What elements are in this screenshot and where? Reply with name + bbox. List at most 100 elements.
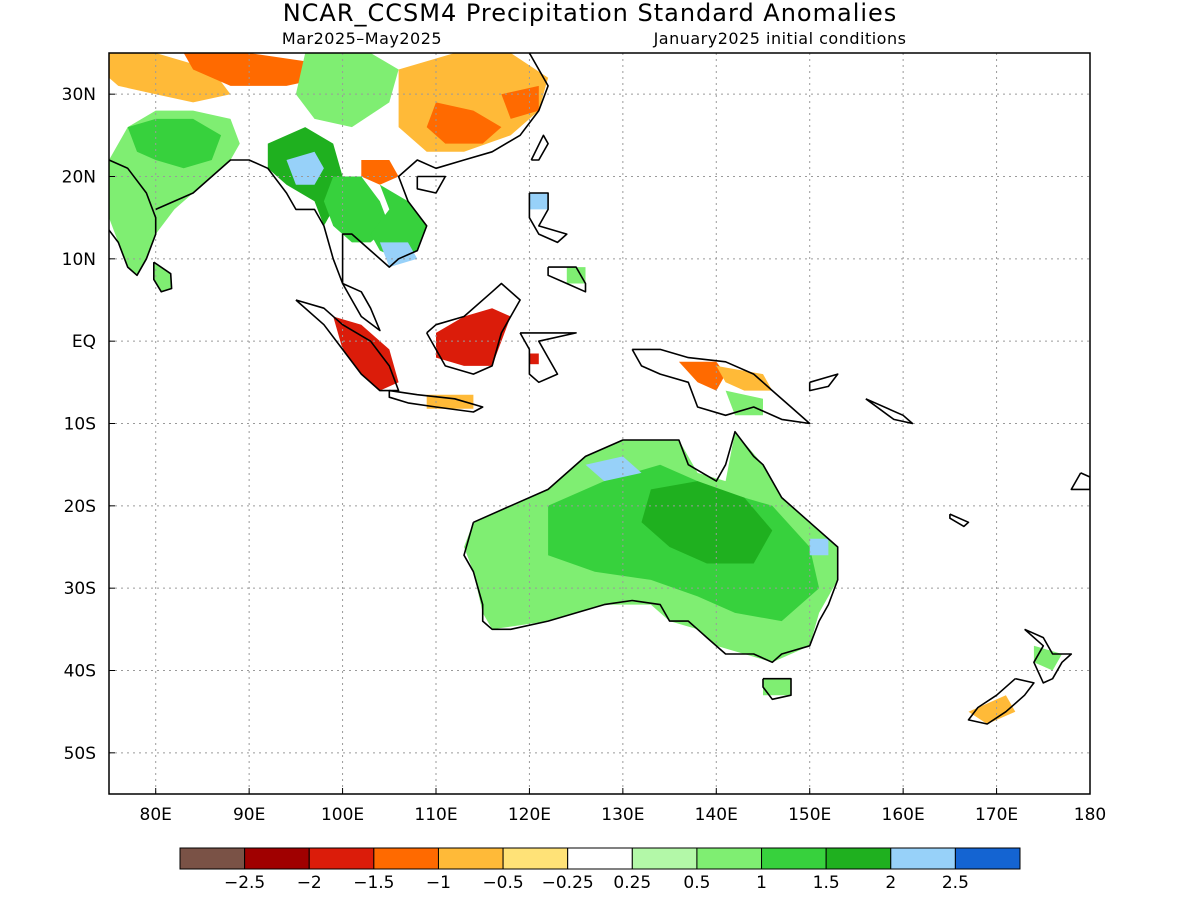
legend-label: −0.25 — [542, 873, 594, 893]
coastline — [631, 348, 811, 425]
anomaly-region-luzon — [529, 193, 549, 210]
lat-tick-label: 20N — [62, 168, 96, 188]
coastline — [808, 373, 839, 392]
legend-swatch — [179, 847, 246, 870]
anomaly-region-vietnam-cambodia — [370, 184, 427, 259]
anomaly-region-sulawesi — [529, 353, 539, 365]
map-title: NCAR_CCSM4 Precipitation Standard Anomal… — [283, 0, 898, 27]
lon-tick-label: 110E — [414, 805, 457, 825]
legend-label: 0.25 — [613, 873, 651, 893]
legend-swatch — [631, 847, 698, 870]
lat-tick-label: 20S — [64, 497, 96, 517]
coastline-layer — [109, 53, 1090, 725]
coastline — [967, 677, 1035, 725]
anomaly-region-new-guinea-east — [716, 365, 773, 391]
legend-label: 2 — [885, 873, 896, 893]
anomaly-region-borneo — [436, 308, 511, 366]
lon-tick-label: 150E — [788, 805, 831, 825]
lon-tick-label: 80E — [140, 805, 172, 825]
legend-label: 0.5 — [683, 873, 710, 893]
coastline — [762, 677, 792, 701]
anomaly-region-mekong-delta — [379, 242, 418, 268]
legend-swatch — [567, 847, 633, 870]
coastline — [426, 282, 521, 375]
anomaly-region-queensland-east — [809, 538, 829, 556]
coastline — [1024, 628, 1073, 684]
anomaly-region-papua-south — [725, 390, 763, 416]
legend-swatch — [954, 847, 1021, 870]
coastline — [949, 513, 970, 528]
map-background — [109, 53, 1090, 794]
coastline — [519, 332, 577, 384]
anomaly-region-top-end — [585, 456, 642, 482]
legend-swatch — [696, 847, 763, 870]
legend-swatch — [437, 847, 504, 870]
legend-swatch — [761, 847, 827, 870]
lon-tick-label: 100E — [321, 805, 364, 825]
legend-label: −1 — [426, 873, 451, 893]
anomaly-region-tibet — [183, 53, 324, 86]
anomaly-region-java — [426, 394, 474, 409]
lon-tick-label: 170E — [975, 805, 1018, 825]
anomaly-region-mindanao — [566, 267, 586, 284]
anomaly-shading-layer — [109, 53, 1062, 724]
lat-tick-label: 10N — [62, 250, 96, 270]
graticule-layer — [109, 53, 1090, 794]
coastline — [1070, 472, 1090, 491]
anomaly-region-new-guinea — [678, 361, 726, 391]
legend-swatch — [308, 847, 375, 870]
coastline — [865, 398, 914, 425]
lon-tick-label: 140E — [695, 805, 738, 825]
lat-tick-label: 10S — [64, 415, 96, 435]
legend-label: −2.5 — [224, 873, 265, 893]
anomaly-region-tasmania — [763, 678, 791, 696]
lat-tick-label: 50S — [64, 744, 96, 764]
legend-swatch — [890, 847, 956, 870]
axis-ticks-layer: 80E 90E 100E 110E 120E 130E 140E 150E 160E 170E 18… — [62, 85, 1107, 825]
lon-tick-label: 120E — [508, 805, 551, 825]
legend-label: −1.5 — [353, 873, 394, 893]
anomaly-region-new-zealand-north — [1033, 645, 1062, 671]
anomaly-region-india-wet-core — [127, 118, 222, 169]
map-subtitle-period: Mar2025–May2025 — [282, 29, 442, 48]
anomaly-region-sri-lanka — [153, 262, 172, 292]
anomaly-region-northeast-indochina — [361, 160, 399, 185]
map-subtitle-initial-conditions: January2025 initial conditions — [653, 29, 907, 48]
lon-tick-label: 180 — [1074, 805, 1106, 825]
anomaly-region-northern-india-himalaya — [109, 53, 231, 103]
lon-tick-label: 160E — [882, 805, 925, 825]
legend-label: 1 — [756, 873, 767, 893]
coastline — [295, 299, 400, 392]
lon-tick-label: 130E — [601, 805, 644, 825]
coastline — [155, 53, 549, 332]
legend-swatch — [825, 847, 892, 870]
coastline — [530, 134, 549, 161]
coastline — [463, 430, 839, 664]
coastline — [416, 175, 447, 194]
coastline — [153, 261, 173, 293]
coastline — [388, 389, 484, 413]
legend-label: 1.5 — [813, 873, 840, 893]
coastline — [109, 159, 157, 277]
legend-label: −2 — [297, 873, 322, 893]
anomaly-region-southwest-china — [295, 53, 399, 128]
anomaly-region-thailand — [323, 176, 390, 243]
anomaly-region-australia-wet-core — [641, 481, 773, 564]
anomaly-region-south-china-dry-core — [426, 102, 502, 144]
lat-tick-label: 40S — [64, 662, 96, 682]
anomaly-region-malay-peninsula-sumatra — [333, 316, 399, 391]
color-legend: −2.5 −2 −1.5 −1 −0.5 −0.25 0.25 0.5 1 1.5 2 2.5 — [179, 847, 1021, 893]
lat-tick-label: 30N — [62, 85, 96, 105]
lat-tick-label: EQ — [72, 332, 96, 352]
legend-label: 2.5 — [942, 873, 969, 893]
legend-swatch — [373, 847, 439, 870]
coastline — [547, 266, 587, 293]
anomaly-region-new-zealand-south — [968, 695, 1016, 724]
lon-tick-label: 90E — [233, 805, 265, 825]
legend-swatch — [502, 847, 569, 870]
coastline — [528, 192, 568, 244]
legend-label: −0.5 — [482, 873, 523, 893]
legend-swatch — [244, 847, 310, 870]
